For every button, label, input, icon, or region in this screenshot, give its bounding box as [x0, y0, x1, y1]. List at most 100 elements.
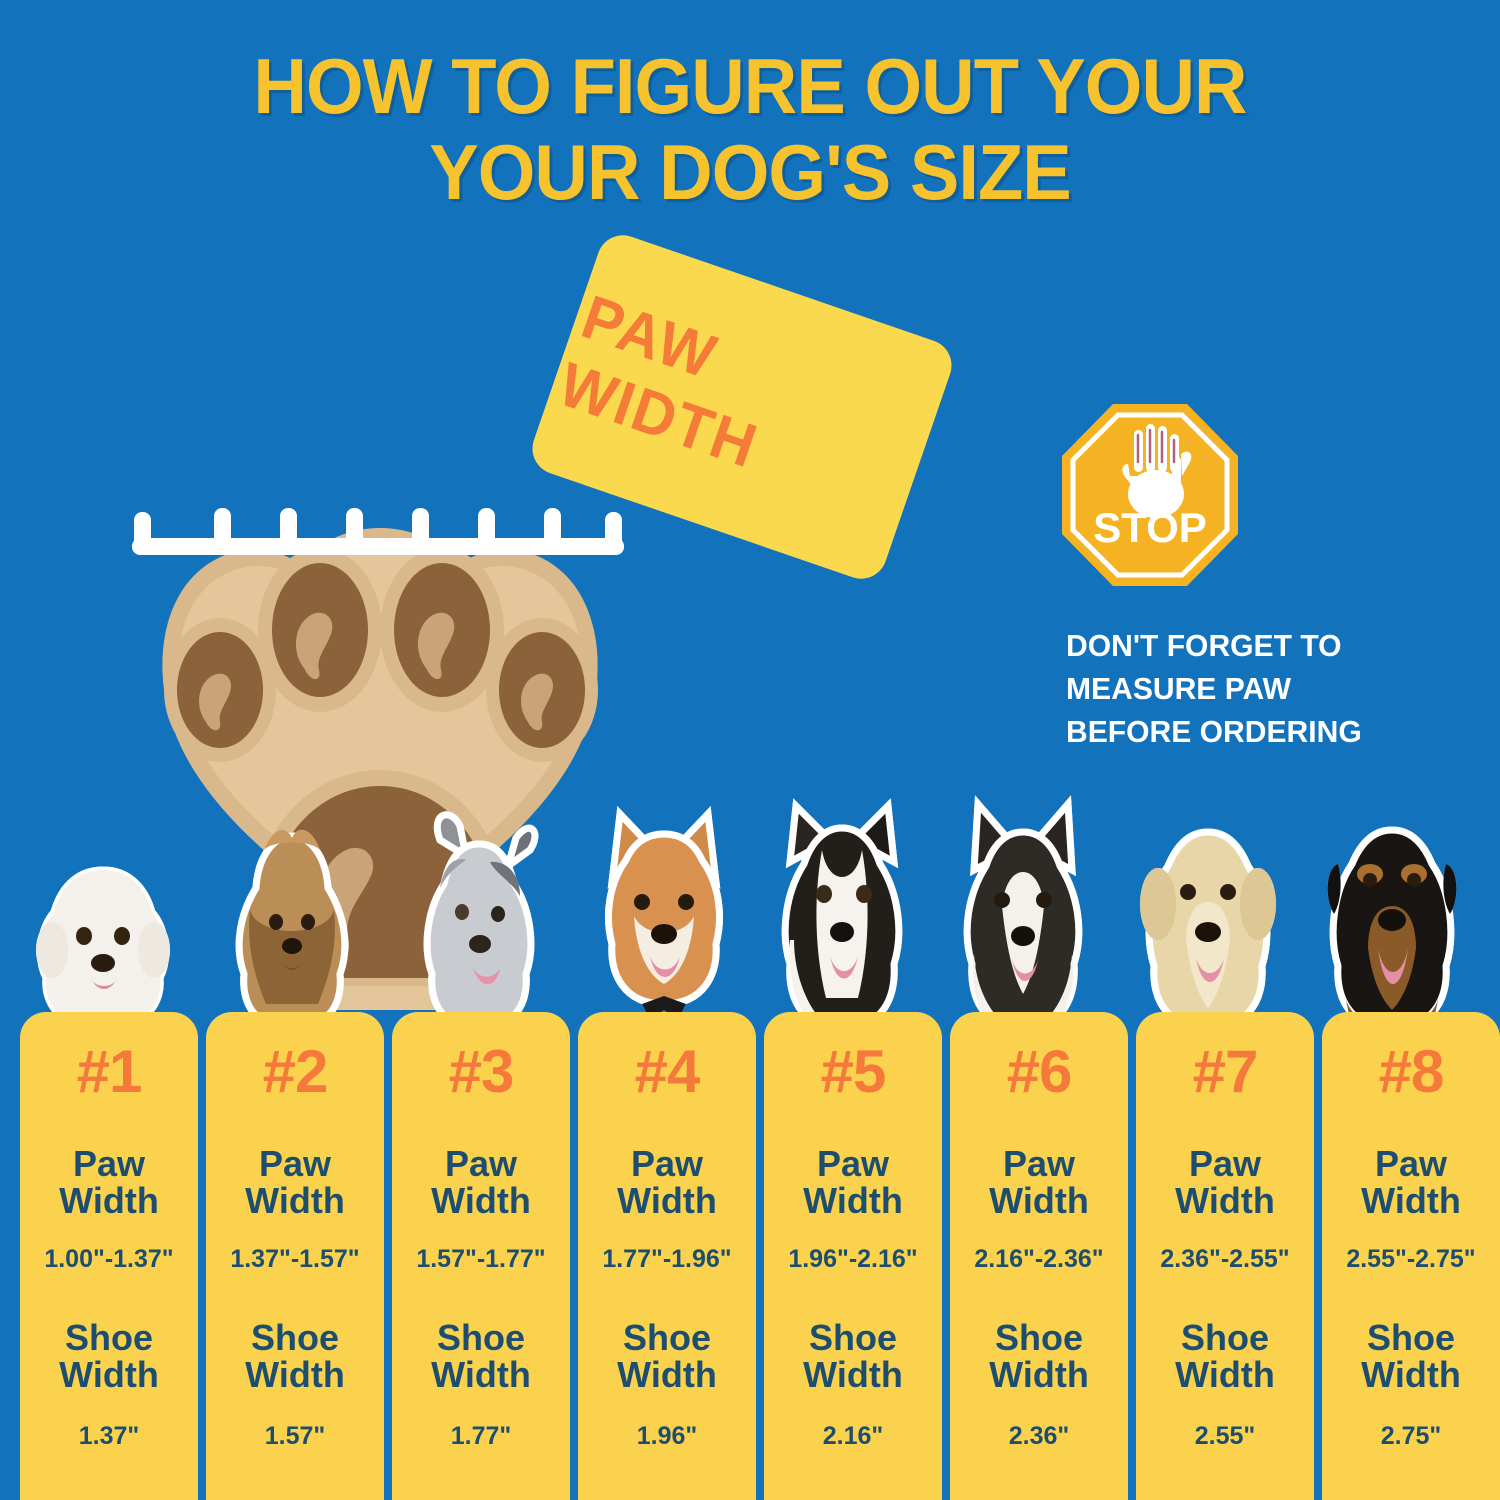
- paw-width-label-line1: Paw: [816, 1143, 890, 1184]
- shoe-width-label-line1: Shoe: [1366, 1317, 1455, 1359]
- paw-width-label: Paw Width: [245, 1143, 345, 1221]
- dog-breed-photo-row: [0, 795, 1500, 1030]
- dog-photo-shiba-inu: [584, 798, 744, 1030]
- paw-width-value: 2.16"-2.36": [974, 1245, 1104, 1274]
- shoe-width-label: Shoe Width: [431, 1320, 531, 1393]
- paw-width-label-line1: Paw: [444, 1143, 518, 1184]
- size-card-4[interactable]: #4 Paw Width 1.77"-1.96" Shoe Width 1.96…: [578, 1012, 756, 1500]
- paw-width-label: Paw Width: [803, 1143, 903, 1221]
- dog-photo-border-collie: [764, 790, 920, 1030]
- paw-width-label: Paw Width: [431, 1143, 531, 1221]
- shoe-width-label-line1: Shoe: [1180, 1317, 1269, 1359]
- paw-width-value: 2.36"-2.55": [1160, 1245, 1290, 1274]
- paw-width-label: Paw Width: [989, 1143, 1089, 1221]
- shoe-width-label-line1: Shoe: [64, 1317, 153, 1359]
- paw-width-label-line2: Width: [59, 1179, 159, 1221]
- page-title-line-1: HOW TO FIGURE OUT YOUR: [253, 42, 1247, 130]
- paw-width-value: 1.37"-1.57": [230, 1245, 360, 1274]
- shoe-width-label: Shoe Width: [1175, 1320, 1275, 1393]
- shoe-width-value: 2.16": [822, 1421, 884, 1450]
- size-card-7[interactable]: #7 Paw Width 2.36"-2.55" Shoe Width 2.55…: [1136, 1012, 1314, 1500]
- dog-photo-bichon-frise: [28, 840, 178, 1030]
- size-card-row: #1 Paw Width 1.00"-1.37" Shoe Width 1.37…: [0, 1012, 1500, 1500]
- paw-width-label-line2: Width: [1175, 1179, 1275, 1221]
- paw-width-label-line2: Width: [803, 1179, 903, 1221]
- dog-photo-golden-retriever: [1128, 806, 1288, 1030]
- shoe-width-label-line1: Shoe: [808, 1317, 897, 1359]
- page-title: HOW TO FIGURE OUT YOUR YOUR DOG'S SIZE: [0, 42, 1500, 217]
- size-card-number: #6: [1006, 1038, 1073, 1105]
- size-card-1[interactable]: #1 Paw Width 1.00"-1.37" Shoe Width 1.37…: [20, 1012, 198, 1500]
- shoe-width-value: 1.96": [636, 1421, 698, 1450]
- size-card-2[interactable]: #2 Paw Width 1.37"-1.57" Shoe Width 1.57…: [206, 1012, 384, 1500]
- size-card-number: #8: [1378, 1038, 1445, 1105]
- paw-width-label-line1: Paw: [1188, 1143, 1262, 1184]
- shoe-width-value: 2.75": [1380, 1421, 1442, 1450]
- paw-width-label-line2: Width: [1361, 1179, 1461, 1221]
- shoe-width-label-line2: Width: [431, 1354, 531, 1396]
- size-card-number: #3: [448, 1038, 515, 1105]
- ruler-measure-tool: [128, 500, 628, 562]
- paw-width-label-line2: Width: [245, 1179, 345, 1221]
- size-card-number: #4: [634, 1038, 701, 1105]
- stop-sign-icon: STOP: [1060, 402, 1240, 588]
- warning-line-3: BEFORE ORDERING: [1066, 713, 1362, 749]
- shoe-width-label-line1: Shoe: [622, 1317, 711, 1359]
- shoe-width-label: Shoe Width: [59, 1320, 159, 1393]
- shoe-width-value: 2.36": [1008, 1421, 1070, 1450]
- shoe-width-label-line2: Width: [1175, 1354, 1275, 1396]
- shoe-width-value: 2.55": [1194, 1421, 1256, 1450]
- size-card-5[interactable]: #5 Paw Width 1.96"-2.16" Shoe Width 2.16…: [764, 1012, 942, 1500]
- paw-width-label: Paw Width: [1175, 1143, 1275, 1221]
- shoe-width-value: 1.37": [78, 1421, 140, 1450]
- shoe-width-label-line2: Width: [59, 1354, 159, 1396]
- dog-photo-terrier-grey: [404, 804, 554, 1030]
- shoe-width-label-line2: Width: [989, 1354, 1089, 1396]
- shoe-width-label: Shoe Width: [803, 1320, 903, 1393]
- size-card-8[interactable]: #8 Paw Width 2.55"-2.75" Shoe Width 2.75…: [1322, 1012, 1500, 1500]
- size-card-6[interactable]: #6 Paw Width 2.16"-2.36" Shoe Width 2.36…: [950, 1012, 1128, 1500]
- paw-width-label: Paw Width: [617, 1143, 717, 1221]
- shoe-width-value: 1.77": [450, 1421, 512, 1450]
- shoe-width-label-line1: Shoe: [250, 1317, 339, 1359]
- dog-paw-illustration: [120, 330, 640, 1010]
- shoe-width-label: Shoe Width: [989, 1320, 1089, 1393]
- paw-width-value: 1.57"-1.77": [416, 1245, 546, 1274]
- size-card-number: #7: [1192, 1038, 1259, 1105]
- size-card-number: #5: [820, 1038, 887, 1105]
- shoe-width-label-line2: Width: [1361, 1354, 1461, 1396]
- paw-width-label: Paw Width: [1361, 1143, 1461, 1221]
- shoe-width-value: 1.57": [264, 1421, 326, 1450]
- measure-warning-caption: DON'T FORGET TO MEASURE PAW BEFORE ORDER…: [1066, 625, 1454, 753]
- page-title-line-2: YOUR DOG'S SIZE: [429, 128, 1071, 217]
- warning-line-2: MEASURE PAW: [1066, 670, 1291, 706]
- paw-width-label-line1: Paw: [1374, 1143, 1448, 1184]
- dog-photo-yorkshire-terrier: [216, 818, 368, 1030]
- paw-width-value: 1.96"-2.16": [788, 1245, 918, 1274]
- dog-photo-husky: [944, 794, 1102, 1030]
- paw-width-label-line2: Width: [617, 1179, 717, 1221]
- shoe-width-label-line1: Shoe: [994, 1317, 1083, 1359]
- stop-sign-label: STOP: [1093, 504, 1207, 551]
- warning-line-1: DON'T FORGET TO: [1066, 628, 1342, 663]
- shoe-width-label-line2: Width: [617, 1354, 717, 1396]
- shoe-width-label-line2: Width: [245, 1354, 345, 1396]
- shoe-width-label: Shoe Width: [245, 1320, 345, 1393]
- paw-width-label-line1: Paw: [630, 1143, 704, 1184]
- paw-width-value: 1.00"-1.37": [44, 1245, 174, 1274]
- size-card-number: #1: [76, 1038, 143, 1105]
- shoe-width-label: Shoe Width: [617, 1320, 717, 1393]
- paw-width-label-line2: Width: [989, 1179, 1089, 1221]
- size-card-3[interactable]: #3 Paw Width 1.57"-1.77" Shoe Width 1.77…: [392, 1012, 570, 1500]
- paw-width-value: 1.77"-1.96": [602, 1245, 732, 1274]
- paw-width-label-line1: Paw: [1002, 1143, 1076, 1184]
- paw-width-label-line1: Paw: [258, 1143, 332, 1184]
- paw-width-label-line2: Width: [431, 1179, 531, 1221]
- paw-width-label: Paw Width: [59, 1145, 159, 1221]
- shoe-width-label-line1: Shoe: [436, 1317, 525, 1359]
- paw-width-value: 2.55"-2.75": [1346, 1245, 1476, 1274]
- shoe-width-label-line2: Width: [803, 1354, 903, 1396]
- dog-photo-rottweiler: [1312, 802, 1472, 1030]
- size-card-number: #2: [262, 1038, 329, 1105]
- shoe-width-label: Shoe Width: [1361, 1320, 1461, 1393]
